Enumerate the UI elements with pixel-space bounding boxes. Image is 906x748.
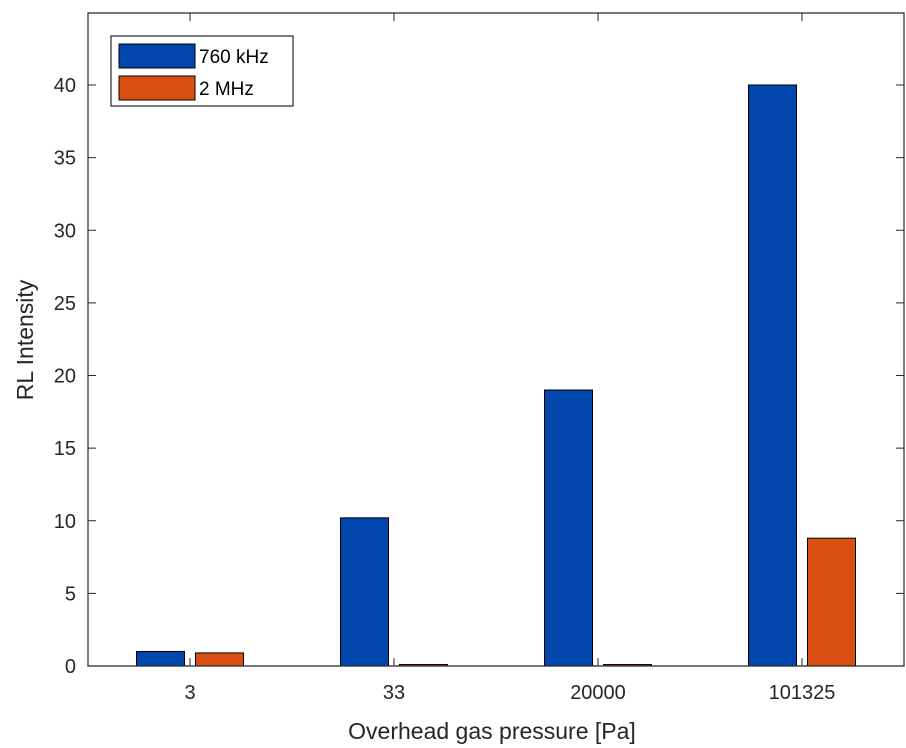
y-tick-label: 15 [54,438,76,460]
x-axis-label: Overhead gas pressure [Pa] [348,718,636,744]
bar-760khz-20000 [544,389,593,667]
legend-swatch-760khz [118,43,196,69]
y-tick-label: 5 [65,583,76,605]
y-tick-label: 20 [54,366,76,388]
y-axis-label: RL Intensity [12,279,38,400]
y-tick-label: 35 [54,148,76,170]
x-axis: 3 33 20000 101325 [184,13,835,704]
bar-2mhz-3 [195,652,244,667]
x-tick-label: 3 [184,682,195,704]
x-tick-label: 20000 [570,682,626,704]
y-tick-label: 0 [65,656,76,678]
y-tick-label: 10 [54,511,76,533]
y-axis: 0 5 10 15 20 25 30 35 40 [54,75,904,678]
legend: 760 kHz 2 MHz [110,35,294,107]
bar-760khz-33 [340,517,389,667]
legend-label-2mhz: 2 MHz [199,79,254,100]
bar-760khz-3 [136,650,185,667]
legend-label-760khz: 760 kHz [199,47,269,68]
y-tick-label: 30 [54,220,76,242]
bar-2mhz-101325 [807,537,856,667]
bar-760khz-101325 [748,84,797,667]
bars-group [136,84,856,667]
legend-swatch-2mhz [118,75,196,101]
y-tick-label: 40 [54,75,76,97]
y-tick-label: 25 [54,293,76,315]
x-tick-label: 33 [383,682,405,704]
x-tick-label: 101325 [769,682,836,704]
